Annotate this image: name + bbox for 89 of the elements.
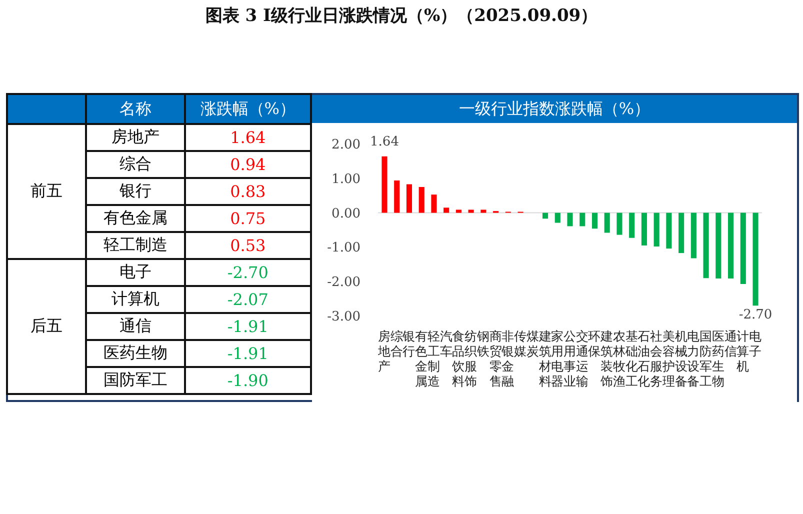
y-tick-label: -1.00	[327, 240, 360, 256]
y-tick-label: 0.00	[332, 206, 360, 222]
bar	[690, 212, 696, 258]
bar	[678, 212, 684, 254]
x-tick-label: 综合	[390, 328, 404, 358]
x-tick-label: 基础化工	[624, 328, 638, 388]
x-tick-label: 传媒	[514, 328, 528, 358]
bar	[728, 212, 734, 279]
category-label: 银行	[86, 178, 185, 205]
data-label: -2.70	[738, 308, 772, 323]
x-tick-label: 国防军工	[700, 328, 713, 388]
bar	[604, 212, 610, 233]
text: 前五	[7, 124, 86, 259]
x-tick-label: 银行	[402, 328, 416, 358]
bar	[406, 184, 412, 213]
x-tick-label: 石油石化	[638, 328, 651, 388]
text: 图表 3 Ⅰ级行业日涨跌情况（%）（2025.09.09）	[204, 5, 599, 27]
bar	[554, 212, 560, 223]
bar	[752, 212, 758, 306]
data-label: 1.64	[184, 124, 311, 151]
y-tick-label: -3.00	[327, 310, 360, 324]
chart-title: 一级行业指数涨跌幅（%）	[312, 95, 797, 123]
x-tick-label: 食品饮料	[451, 328, 466, 388]
text: 后五	[7, 259, 86, 394]
bar	[456, 210, 462, 213]
bar	[418, 187, 424, 213]
bar	[703, 212, 709, 278]
y-tick-label: 2.00	[332, 138, 360, 152]
bar	[580, 212, 586, 226]
bar	[592, 212, 598, 229]
data-label: 0.53	[184, 232, 311, 259]
category-label: 房地产	[86, 124, 185, 151]
x-tick-label: 社会服务	[650, 328, 664, 388]
x-tick-label: 有色金属	[415, 328, 428, 388]
bar	[716, 212, 722, 279]
data-label: 0.75	[184, 205, 311, 232]
y-tick-label: 1.00	[332, 172, 360, 187]
data-label: 0.94	[184, 151, 311, 178]
data-label: -1.91	[184, 313, 311, 340]
bar	[654, 212, 660, 247]
bar	[444, 208, 450, 213]
bar	[629, 212, 635, 238]
x-tick-label: 计算机	[736, 328, 750, 374]
data-label: 1.64	[370, 134, 399, 150]
x-tick-label: 通信	[724, 328, 738, 358]
bar	[542, 212, 548, 219]
x-tick-label: 钢铁	[476, 328, 490, 358]
x-tick-label: 机械设备	[674, 328, 688, 388]
category-label: 电子	[86, 259, 185, 286]
x-tick-label: 轻工制造	[427, 328, 440, 388]
x-tick-label: 美容护理	[661, 328, 676, 388]
category-label: 计算机	[86, 286, 185, 313]
data-label: -2.70	[184, 259, 311, 286]
bar	[616, 212, 622, 235]
x-tick-label: 纺织服饰	[464, 328, 478, 388]
x-tick-label: 电力设备	[687, 328, 700, 388]
x-tick-label: 房地产	[376, 328, 391, 374]
x-tick-label: 电子	[749, 328, 762, 358]
data-label: -1.91	[184, 340, 311, 367]
bar	[431, 194, 437, 213]
text: 涨跌幅（%）	[184, 94, 311, 124]
x-tick-label: 医药生物	[712, 328, 725, 388]
bar	[382, 156, 388, 213]
x-tick-label: 家用电器	[551, 328, 564, 388]
x-tick-label: 商贸零售	[489, 328, 502, 388]
bar	[480, 210, 486, 213]
x-tick-label: 非银金融	[500, 328, 515, 388]
data-label: -2.07	[184, 286, 311, 313]
bar	[394, 180, 400, 213]
x-tick-label: 煤炭	[526, 328, 540, 358]
category-label: 轻工制造	[86, 232, 185, 259]
y-tick-label: -2.00	[327, 275, 360, 290]
data-label: 0.83	[184, 178, 311, 205]
x-tick-label: 建筑材料	[538, 328, 552, 388]
bar	[666, 212, 672, 249]
x-tick-label: 汽车	[440, 328, 453, 358]
bar	[468, 210, 474, 213]
text: 名称	[86, 94, 185, 124]
category-label: 综合	[86, 151, 185, 178]
x-tick-label: 交通运输	[576, 328, 589, 388]
category-label: 有色金属	[86, 205, 185, 232]
bar	[740, 212, 746, 284]
x-tick-label: 建筑装饰	[600, 328, 614, 388]
x-tick-label: 公用事业	[564, 328, 576, 388]
x-tick-label: 农林牧渔	[612, 328, 626, 388]
x-tick-label: 环保	[588, 328, 602, 358]
data-label: -1.90	[184, 367, 311, 394]
bar	[641, 212, 647, 246]
bar	[567, 212, 573, 226]
